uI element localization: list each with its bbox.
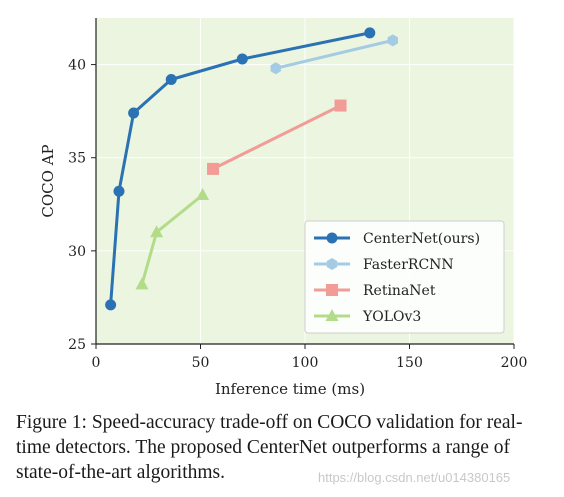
legend-marker	[326, 258, 338, 270]
series-line-fasterrcnn	[275, 38, 394, 70]
data-point-yolov3	[196, 187, 210, 200]
legend-box	[304, 220, 505, 334]
y-tick-label: 30	[68, 244, 86, 260]
y-tick-label: 35	[68, 151, 86, 167]
data-point-yolov3	[150, 225, 164, 238]
speed-accuracy-chart: 0 50 100 150 200 25 30 35 40 Inference time (ms)…	[39, 18, 527, 398]
figure-caption: Figure 1: Speed-accuracy trade-off on CO…	[16, 412, 523, 483]
data-point-centernet-ours	[105, 299, 117, 311]
data-point-fasterrcnn	[270, 62, 281, 75]
x-axis-label: Inference time (ms)	[215, 380, 365, 398]
legend-label: RetinaNet	[363, 283, 436, 299]
data-point-centernet-ours	[165, 73, 177, 85]
data-point-retinanet	[334, 99, 347, 112]
data-point-yolov3	[135, 277, 149, 290]
legend-marker	[325, 309, 339, 321]
series-line-centernet-ours	[109, 31, 371, 306]
legend-marker	[326, 284, 338, 296]
x-tick-label: 150	[396, 355, 423, 371]
x-tick-label: 200	[501, 355, 528, 371]
x-tick-label: 0	[92, 355, 101, 371]
data-point-centernet-ours	[236, 53, 248, 65]
y-tick-label: 40	[68, 58, 86, 74]
legend-label: YOLOv3	[362, 309, 421, 325]
data-point-retinanet	[207, 162, 220, 175]
y-axis-label: COCO AP	[39, 144, 57, 217]
x-tick-label: 50	[192, 355, 210, 371]
series-line-retinanet	[212, 104, 342, 171]
data-point-fasterrcnn	[387, 34, 398, 47]
data-point-centernet-ours	[128, 107, 140, 119]
series-markers	[105, 27, 398, 311]
axis-ticks: 0 50 100 150 200 25 30 35 40	[68, 58, 527, 371]
legend-marker	[326, 232, 338, 244]
legend-label: FasterRCNN	[363, 257, 454, 273]
watermark: https://blog.csdn.net/u014380165	[318, 470, 511, 485]
data-point-centernet-ours	[364, 27, 376, 39]
x-tick-label: 100	[292, 355, 319, 371]
legend: CenterNet(ours) FasterRCNN RetinaNet YOLOv3	[304, 220, 505, 334]
legend-label: CenterNet(ours)	[363, 231, 480, 247]
y-tick-label: 25	[68, 337, 86, 353]
data-point-centernet-ours	[113, 185, 125, 197]
